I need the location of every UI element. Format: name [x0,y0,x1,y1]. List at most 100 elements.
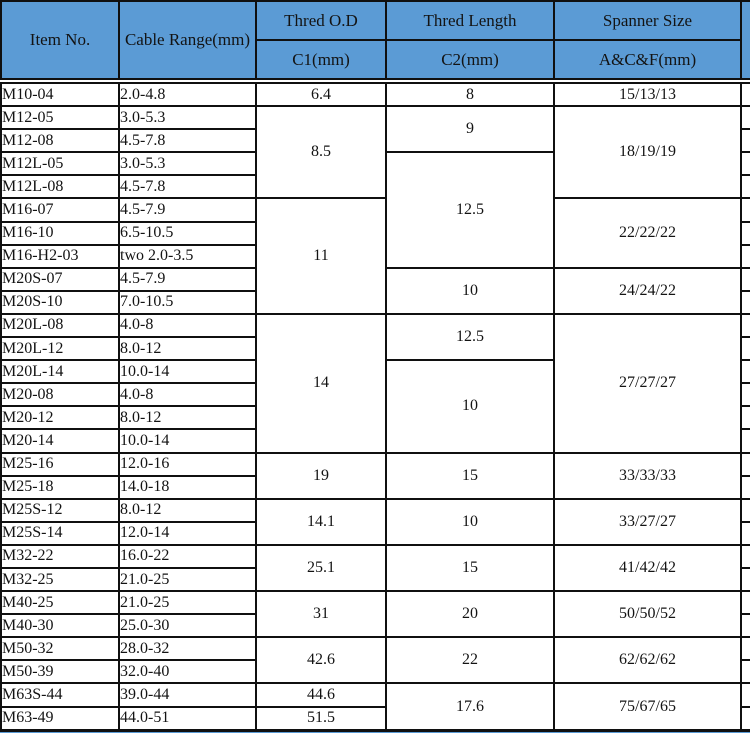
item-no-cell: M20S-10 [0,289,120,315]
table-row: M25-16 12.0-16 19 15 33/33/33 [0,451,750,500]
col-header-c2: C2(mm) [385,39,555,84]
edge-sliver-cell [740,289,750,315]
spanner-cell: 62/62/62 [553,636,742,685]
table-body: M10-04 2.0-4.8 6.4 8 15/13/13 M12-05 3.0-5.3 8.… [0,79,750,732]
edge-sliver-cell [740,613,750,639]
item-no-cell: M12-08 [0,128,120,154]
item-no-cell: M16-10 [0,220,120,246]
table-row: M63-49 44.0-51 51.5 [0,705,750,732]
c2-cell: 10 [385,497,555,546]
c2-cell: 9 [385,105,555,154]
edge-sliver-cell [740,243,750,269]
cable-range-cell: 14.0-18 [118,474,257,500]
c1-cell: 8.5 [255,105,387,200]
c1-cell: 51.5 [255,705,387,732]
item-no-cell: M50-39 [0,659,120,685]
table-row: M16-07 4.5-7.9 11 22/22/22 [0,197,750,315]
item-no-cell: M20L-14 [0,359,120,385]
table-row: M12L-05 3.0-5.3 12.5 [0,151,750,269]
item-no-cell: M20-14 [0,428,120,454]
edge-sliver-cell [740,566,750,593]
c2-cell: 22 [385,636,555,685]
edge-sliver-cell [740,151,750,177]
c1-cell: 44.6 [255,682,387,708]
spanner-cell: 24/24/22 [553,266,742,315]
edge-sliver-cell [740,382,750,408]
cable-range-cell: 39.0-44 [118,682,257,708]
table-row: M20L-12 8.0-12 [0,336,750,362]
spanner-cell: 27/27/27 [553,312,742,454]
spanner-cell: 75/67/65 [553,682,742,732]
cable-range-cell: 4.0-8 [118,382,257,408]
header-edge-sliver [740,0,750,84]
item-no-cell: M20L-12 [0,336,120,362]
c1-cell: 25.1 [255,543,387,593]
edge-sliver-cell [740,336,750,362]
edge-sliver-cell [740,105,750,131]
item-no-cell: M32-25 [0,566,120,593]
table-row: M40-30 25.0-30 [0,613,750,639]
c2-cell: 15 [385,543,555,593]
cable-range-cell: 6.5-10.5 [118,220,257,246]
item-no-cell: M25-16 [0,451,120,477]
c2-cell: 15 [385,451,555,500]
table-row: M10-04 2.0-4.8 6.4 8 15/13/13 [0,79,750,108]
cable-range-cell: 10.0-14 [118,428,257,454]
table-row: M20S-07 4.5-7.9 10 24/24/22 [0,266,750,315]
c2-cell: 12.5 [385,312,555,362]
spanner-cell: 22/22/22 [553,197,742,269]
item-no-cell: M32-22 [0,543,120,569]
item-no-cell: M40-25 [0,590,120,616]
edge-sliver-cell [740,682,750,708]
spanner-cell: 50/50/52 [553,590,742,639]
c1-cell: 14.1 [255,497,387,546]
c2-cell: 20 [385,590,555,639]
edge-sliver-cell [740,474,750,500]
edge-sliver-cell [740,428,750,454]
cable-range-cell: 2.0-4.8 [118,79,257,108]
table-row: M50-32 28.0-32 42.6 22 62/62/62 [0,636,750,685]
item-no-cell: M50-32 [0,636,120,662]
table-row: M25-18 14.0-18 [0,474,750,500]
spanner-cell: 41/42/42 [553,543,742,593]
c2-cell: 8 [385,79,555,108]
table-row: M25S-14 12.0-14 [0,520,750,546]
c2-cell: 10 [385,359,555,454]
table-row: M32-25 21.0-25 [0,566,750,593]
edge-sliver-cell [740,405,750,431]
table-row: M20-14 10.0-14 [0,428,750,454]
table-row: M20L-08 4.0-8 14 12.5 27/27/27 [0,312,750,454]
table-row: M63S-44 39.0-44 44.6 17.6 75/67/65 [0,682,750,732]
table-row: M16-H2-03 two 2.0-3.5 [0,243,750,269]
spanner-cell: 18/19/19 [553,105,742,200]
table-row: M25S-12 8.0-12 14.1 10 33/27/27 [0,497,750,546]
edge-sliver-cell [740,520,750,546]
cable-range-cell: 12.0-16 [118,451,257,477]
edge-sliver-cell [740,705,750,732]
cable-range-cell: 3.0-5.3 [118,105,257,131]
c1-cell: 14 [255,312,387,454]
table-row: M20S-10 7.0-10.5 [0,289,750,315]
c2-cell: 10 [385,266,555,315]
item-no-cell: M10-04 [0,79,120,108]
edge-sliver-cell [740,220,750,246]
cable-range-cell: two 2.0-3.5 [118,243,257,269]
col-header-acf: A&C&F(mm) [553,39,742,84]
table-header: Item No. Cable Range(mm) Thred O.D Thred… [0,0,750,84]
cable-range-cell: 25.0-30 [118,613,257,639]
edge-sliver-cell [740,659,750,685]
col-header-spanner-size: Spanner Size [553,0,742,41]
item-no-cell: M20L-08 [0,312,120,339]
cable-range-cell: 44.0-51 [118,705,257,732]
edge-sliver-cell [740,197,750,223]
cable-range-cell: 4.5-7.9 [118,197,257,223]
spanner-cell: 33/33/33 [553,451,742,500]
table-row: M32-22 16.0-22 25.1 15 41/42/42 [0,543,750,593]
col-header-thred-length: Thred Length [385,0,555,41]
cable-range-cell: 4.5-7.9 [118,266,257,292]
cable-range-cell: 21.0-25 [118,566,257,593]
item-no-cell: M20S-07 [0,266,120,292]
col-header-thred-od: Thred O.D [255,0,387,41]
edge-sliver-cell [740,497,750,523]
